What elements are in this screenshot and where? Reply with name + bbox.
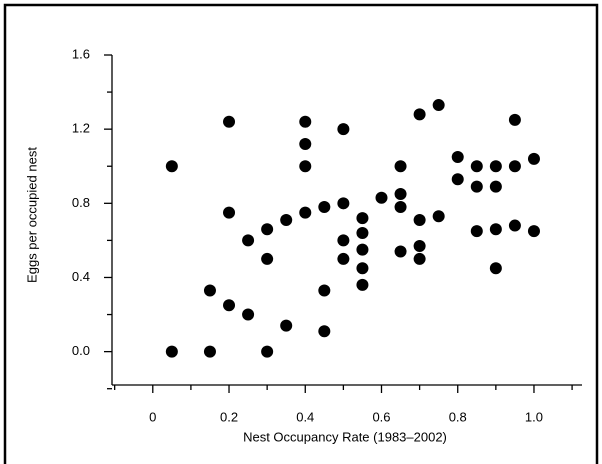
- point: [337, 234, 350, 247]
- point: [356, 278, 369, 291]
- point: [261, 252, 274, 265]
- point: [451, 173, 464, 186]
- point: [394, 188, 407, 201]
- point: [261, 223, 274, 236]
- x-tick-label: 1.0: [525, 409, 543, 424]
- point: [165, 345, 178, 358]
- y-tick-label: 0.4: [72, 269, 90, 284]
- point: [318, 325, 331, 338]
- point: [527, 225, 540, 238]
- point: [165, 160, 178, 173]
- point: [299, 160, 312, 173]
- y-tick-label: 1.2: [72, 121, 90, 136]
- point: [242, 308, 255, 321]
- point: [203, 284, 216, 297]
- point: [223, 299, 236, 312]
- point: [527, 152, 540, 165]
- point: [299, 115, 312, 128]
- point: [242, 234, 255, 247]
- point: [203, 345, 216, 358]
- point: [451, 150, 464, 163]
- frame: [3, 3, 599, 464]
- point: [356, 226, 369, 239]
- point: [356, 243, 369, 256]
- point: [413, 214, 426, 226]
- point: [356, 212, 369, 225]
- point: [413, 252, 426, 265]
- y-tick-label: 0.0: [72, 343, 90, 358]
- point: [508, 219, 521, 232]
- point: [337, 252, 350, 265]
- y-tick-label: 0.8: [72, 195, 90, 210]
- x-tick-label: 0.4: [296, 409, 314, 424]
- point: [508, 113, 521, 126]
- point: [337, 197, 350, 210]
- point: [318, 201, 331, 214]
- point: [470, 225, 483, 238]
- point: [394, 245, 407, 258]
- x-tick-label: 0.6: [372, 409, 390, 424]
- point: [223, 115, 236, 128]
- point: [470, 160, 483, 173]
- point: [413, 239, 426, 252]
- point: [413, 108, 426, 121]
- point: [470, 180, 483, 193]
- point: [280, 319, 293, 332]
- point: [356, 262, 369, 275]
- point: [489, 160, 502, 173]
- point: [432, 99, 445, 112]
- point: [280, 214, 293, 226]
- x-tick-label: 0.2: [220, 409, 238, 424]
- point: [508, 160, 521, 173]
- point: [489, 223, 502, 236]
- point: [299, 206, 312, 219]
- point: [489, 262, 502, 275]
- point: [432, 210, 445, 223]
- point: [261, 345, 274, 358]
- point: [394, 160, 407, 173]
- point: [375, 191, 388, 204]
- y-axis-label: Eggs per occupied nest: [24, 147, 39, 283]
- point: [223, 206, 236, 219]
- x-tick-label: 0.8: [449, 409, 467, 424]
- point: [337, 123, 350, 136]
- point: [318, 284, 331, 297]
- point: [394, 201, 407, 214]
- y-tick-label: 1.6: [72, 46, 90, 61]
- x-axis-label: Nest Occupancy Rate (1983–2002): [243, 429, 447, 444]
- point: [299, 137, 312, 150]
- x-tick-label: 0: [149, 409, 156, 424]
- point: [489, 180, 502, 193]
